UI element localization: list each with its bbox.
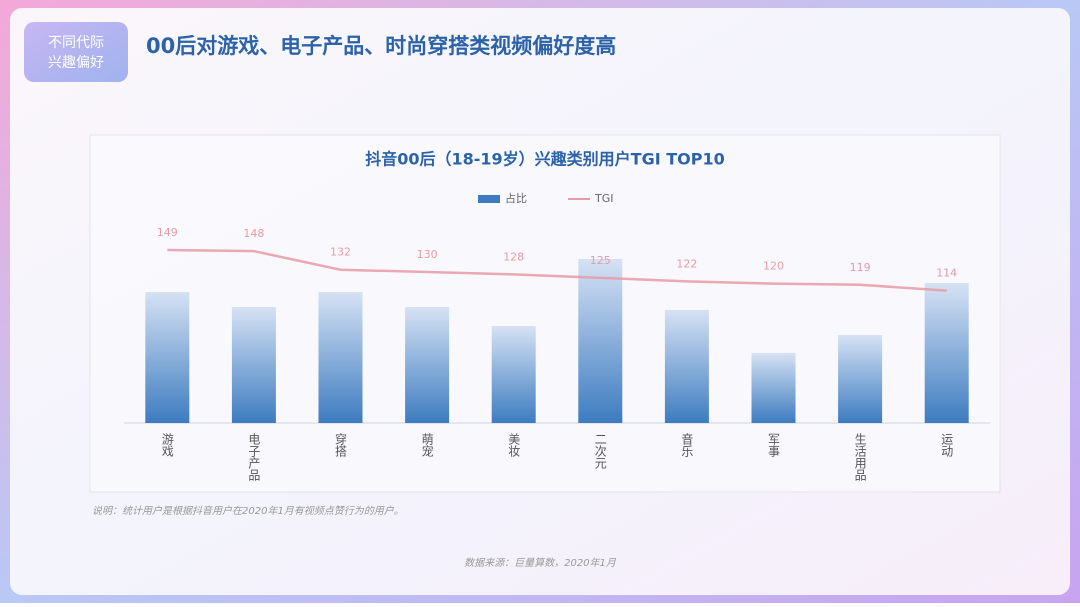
data-label: 125 [590, 254, 611, 267]
data-label: 119 [850, 261, 871, 274]
bar [405, 307, 450, 423]
data-label: 148 [243, 227, 264, 240]
badge [24, 22, 128, 82]
bar [491, 326, 536, 423]
x-tick-label: 军事 [767, 433, 781, 457]
bar [751, 353, 796, 423]
x-tick-label: 运动 [940, 433, 954, 457]
line [167, 248, 947, 292]
bar [664, 310, 709, 423]
bar [838, 335, 883, 423]
x-tick-label: 游戏 [160, 433, 174, 458]
data-label: 149 [157, 226, 178, 239]
chart-title: 抖音00后（18-19岁）兴趣类别用户TGI TOP10 [365, 150, 725, 169]
data-label: 128 [503, 250, 524, 263]
legend-swatch [478, 195, 500, 203]
x-tick-label: 萌宠 [420, 433, 434, 457]
data-label: 114 [936, 267, 957, 280]
bar [318, 292, 363, 423]
badge-line: 不同代际 [48, 35, 104, 51]
source: 数据来源：巨量算数，2020年1月 [464, 557, 617, 569]
data-label: 130 [417, 248, 438, 261]
data-label: 132 [330, 246, 351, 259]
x-tick-label: 二次元 [593, 433, 607, 470]
data-label: 120 [763, 260, 784, 273]
badge-line: 兴趣偏好 [48, 55, 104, 71]
bar [231, 307, 276, 423]
x-tick-label: 穿搭 [334, 432, 348, 458]
bar [578, 259, 623, 423]
page-title: 00后对游戏、电子产品、时尚穿搭类视频偏好度高 [146, 34, 616, 58]
x-tick-label: 电子产品 [247, 433, 261, 481]
bar [924, 283, 969, 423]
bar [145, 292, 190, 423]
data-label: 122 [676, 257, 697, 270]
x-tick-label: 音乐 [680, 432, 694, 457]
x-tick-label: 美妆 [507, 433, 521, 457]
x-tick-label: 生活用品 [853, 433, 867, 481]
legend-label: 占比 [505, 191, 527, 205]
legend-label: TGI [594, 192, 614, 205]
note: 说明：统计用户是根据抖音用户在2020年1月有视频点赞行为的用户。 [92, 505, 404, 517]
